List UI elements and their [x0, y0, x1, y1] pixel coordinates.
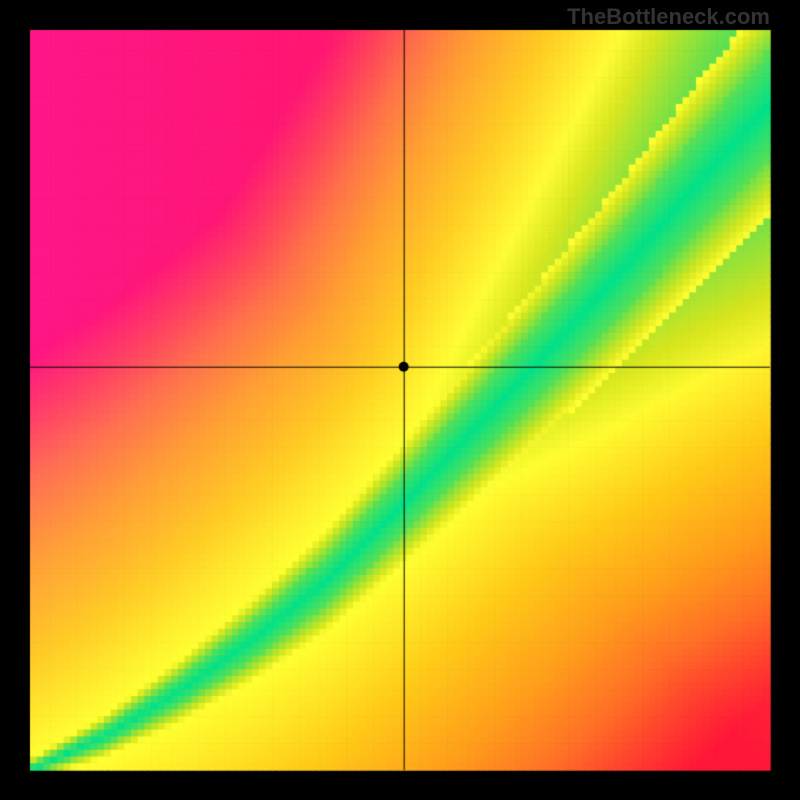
chart-container: TheBottleneck.com [0, 0, 800, 800]
heatmap-canvas [0, 0, 800, 800]
watermark-text: TheBottleneck.com [567, 4, 770, 30]
